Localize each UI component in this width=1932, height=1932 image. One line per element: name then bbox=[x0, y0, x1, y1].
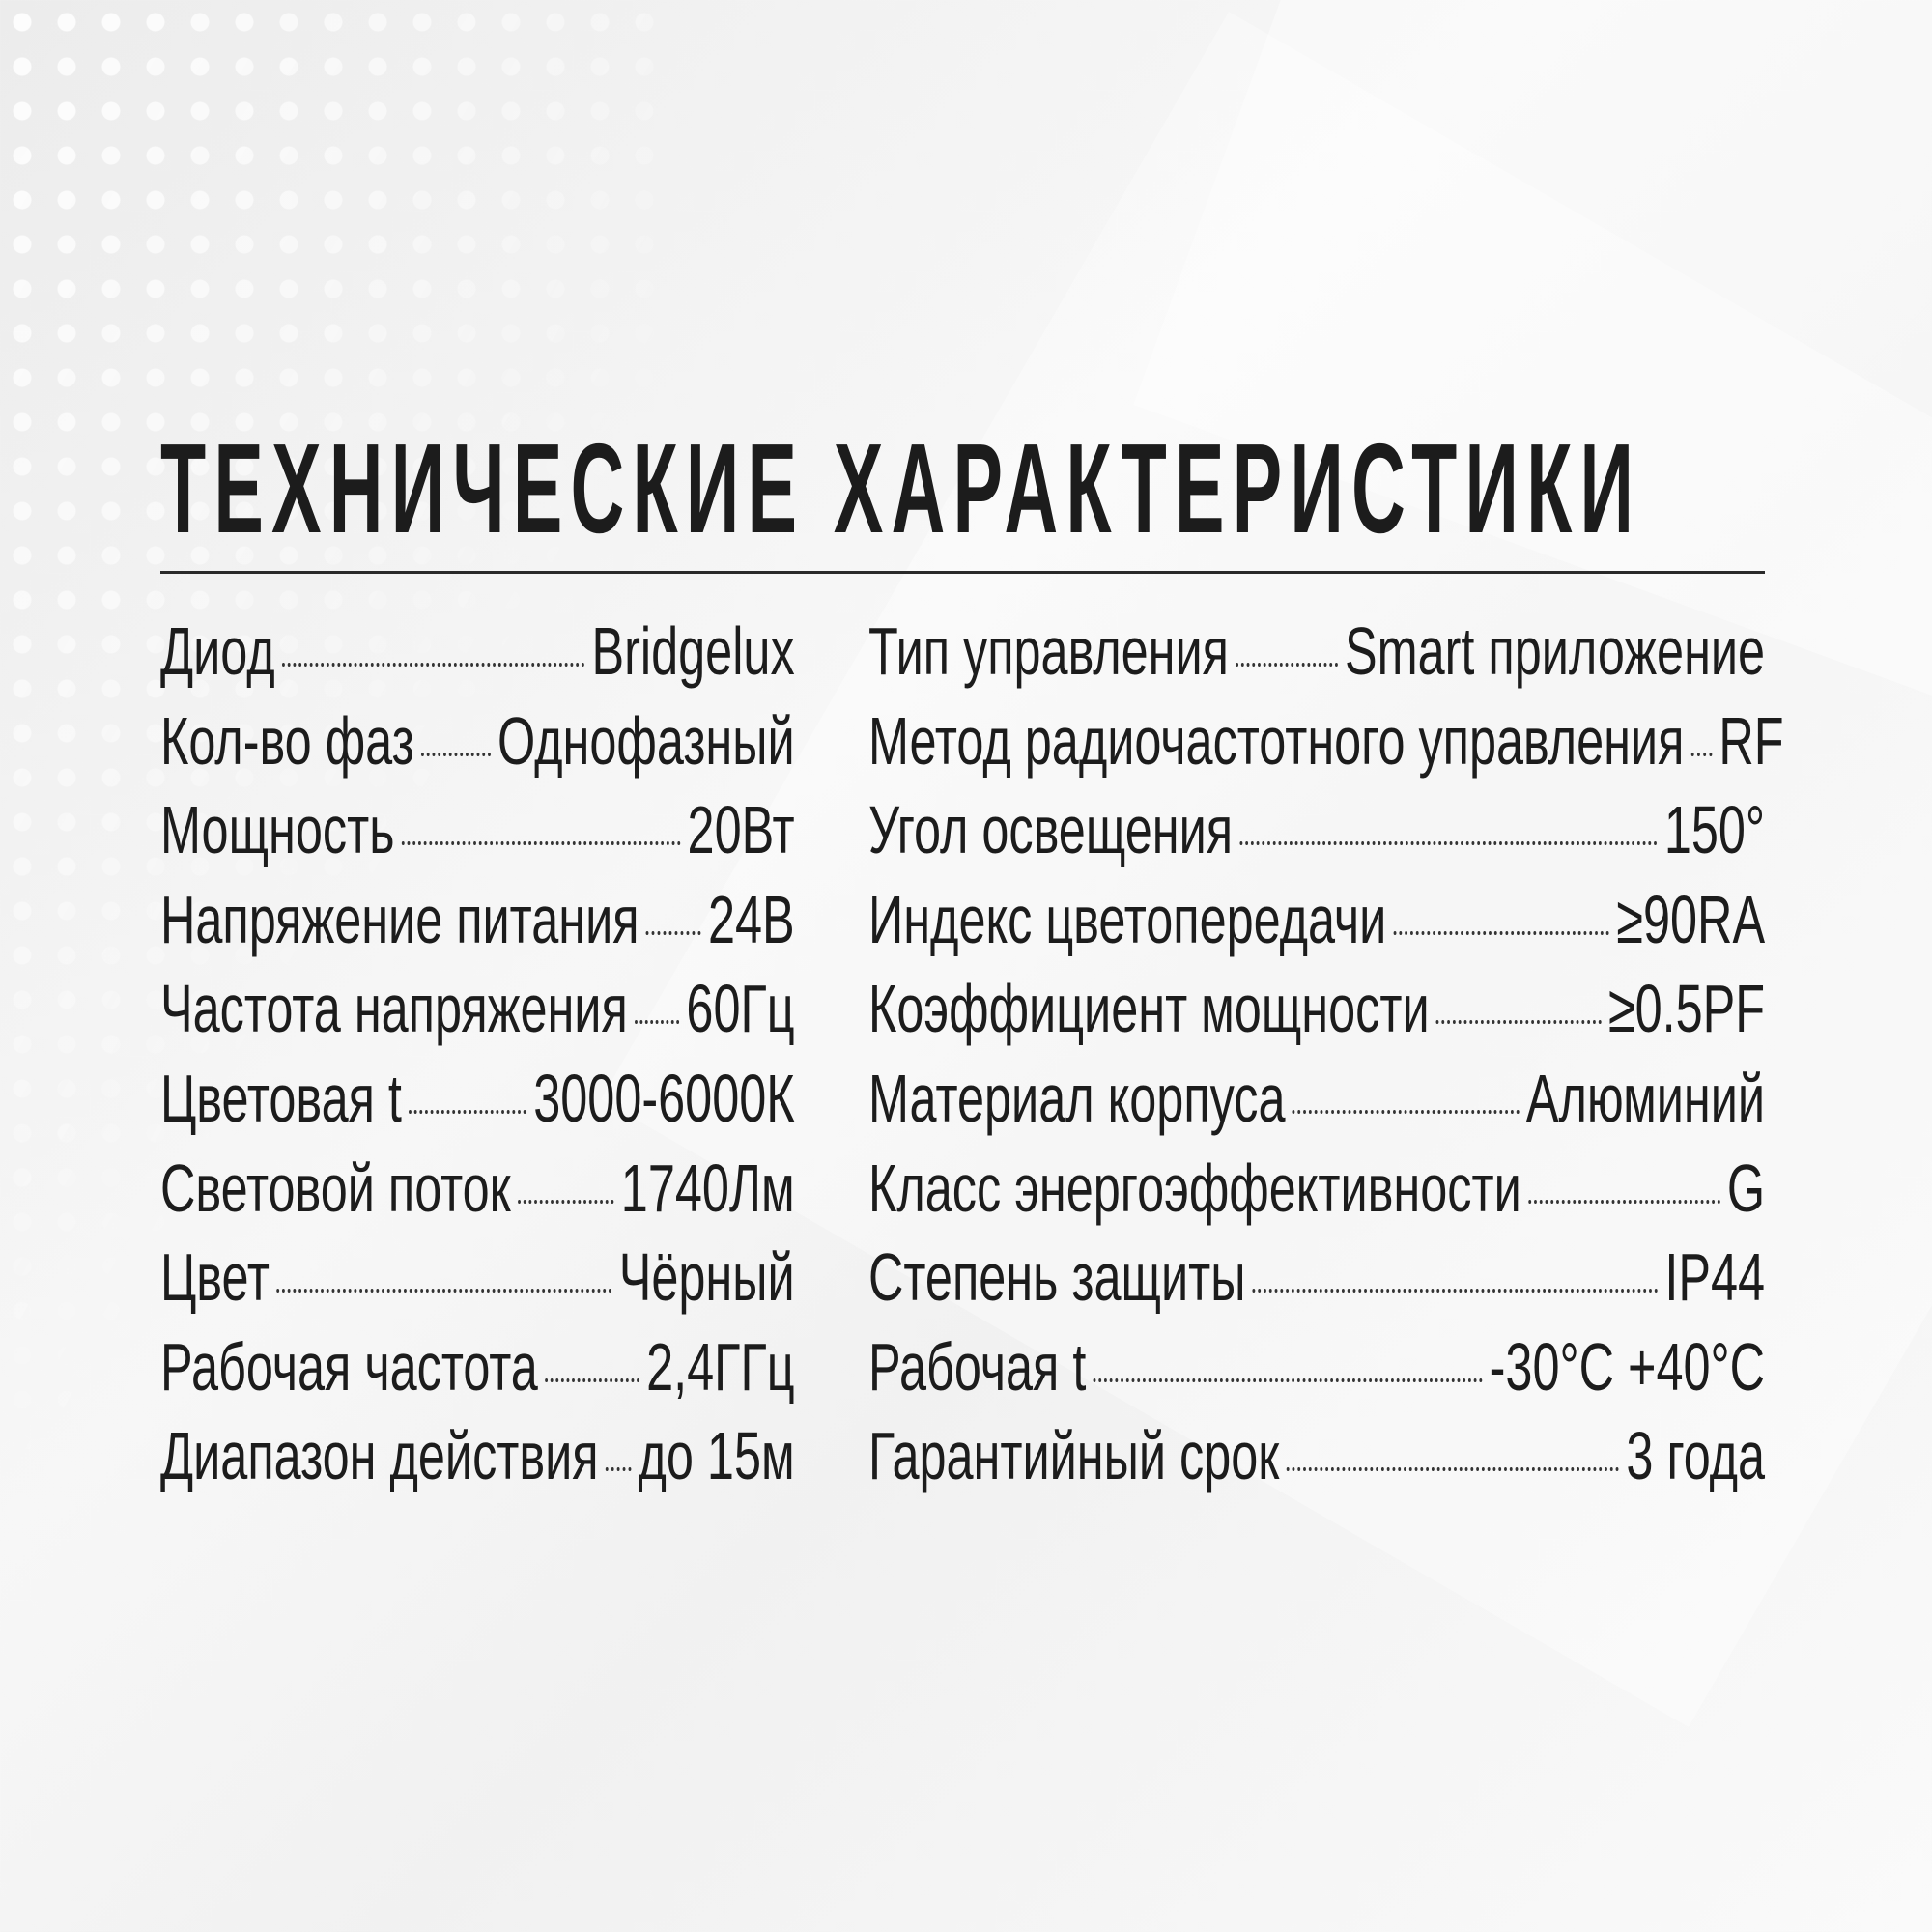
dot-leader bbox=[401, 841, 681, 846]
dot-leader bbox=[545, 1378, 639, 1382]
spec-row: Диапазон действия до 15м bbox=[160, 1411, 795, 1501]
spec-row: Кол-во фаз Однофазный bbox=[160, 696, 795, 786]
spec-value: 2,4ГГц bbox=[646, 1328, 795, 1405]
spec-row: Мощность 20Вт bbox=[160, 785, 795, 875]
dot-leader bbox=[1690, 752, 1713, 756]
spec-row: Цвет Чёрный bbox=[160, 1233, 795, 1322]
spec-label: Цвет bbox=[160, 1239, 270, 1316]
dot-leader bbox=[1239, 841, 1658, 846]
spec-row: Рабочая t -30°C +40°C bbox=[868, 1322, 1765, 1412]
specs-left-column: Диод Bridgelux Кол-во фаз Однофазный Мощност… bbox=[160, 607, 795, 1501]
spec-row: Тип управления Smart приложение bbox=[868, 607, 1765, 696]
spec-label: Гарантийный срок bbox=[868, 1418, 1280, 1494]
page-title: ТЕХНИЧЕСКИЕ ХАРАКТЕРИСТИКИ bbox=[160, 417, 1642, 559]
spec-label: Световой поток bbox=[160, 1150, 511, 1226]
spec-label: Материал корпуса bbox=[868, 1060, 1286, 1136]
spec-label: Индекс цветопередачи bbox=[868, 881, 1387, 957]
spec-value: 60Гц bbox=[686, 971, 795, 1047]
spec-label: Мощность bbox=[160, 792, 395, 868]
spec-row: Степень защиты IP44 bbox=[868, 1233, 1765, 1322]
spec-row: Коэффициент мощности ≥0.5PF bbox=[868, 964, 1765, 1054]
spec-value: Однофазный bbox=[497, 702, 795, 779]
spec-label: Степень защиты bbox=[868, 1239, 1246, 1316]
spec-row: Напряжение питания 24В bbox=[160, 875, 795, 965]
spec-value: 20Вт bbox=[687, 792, 795, 868]
spec-value: ≥0.5PF bbox=[1607, 971, 1766, 1047]
dot-leader bbox=[1527, 1199, 1720, 1204]
dot-leader bbox=[1435, 1020, 1602, 1025]
spec-label: Рабочая t bbox=[868, 1328, 1087, 1405]
spec-value: Bridgelux bbox=[591, 613, 795, 689]
spec-value: Smart приложение bbox=[1344, 613, 1766, 689]
spec-row: Гарантийный срок 3 года bbox=[868, 1411, 1765, 1501]
spec-value: G bbox=[1726, 1150, 1766, 1226]
spec-row: Угол освещения 150° bbox=[868, 785, 1765, 875]
spec-row: Класс энергоэффективности G bbox=[868, 1144, 1765, 1234]
spec-row: Диод Bridgelux bbox=[160, 607, 795, 696]
spec-row: Метод радиочастотного управления RF bbox=[868, 696, 1784, 786]
spec-row: Индекс цветопередачи ≥90RA bbox=[868, 875, 1765, 965]
dot-leader bbox=[1286, 1467, 1620, 1472]
spec-row: Частота напряжения 60Гц bbox=[160, 964, 795, 1054]
dot-leader bbox=[1093, 1378, 1483, 1382]
dot-pattern bbox=[0, 0, 676, 1449]
dot-leader bbox=[1292, 1109, 1520, 1114]
dot-leader bbox=[645, 930, 701, 935]
dot-leader bbox=[420, 752, 491, 756]
spec-row: Световой поток 1740Лм bbox=[160, 1144, 795, 1234]
spec-value: Чёрный bbox=[618, 1239, 795, 1316]
dot-leader bbox=[409, 1109, 527, 1114]
spec-value: ≥90RA bbox=[1616, 881, 1766, 957]
spec-label: Цветовая t bbox=[160, 1060, 402, 1136]
spec-value: до 15м bbox=[638, 1418, 795, 1494]
spec-label: Угол освещения bbox=[868, 792, 1234, 868]
spec-label: Тип управления bbox=[868, 613, 1229, 689]
dot-leader bbox=[276, 1289, 612, 1293]
spec-row: Материал корпуса Алюминий bbox=[868, 1054, 1765, 1144]
spec-value: IP44 bbox=[1664, 1239, 1766, 1316]
spec-label: Диод bbox=[160, 613, 275, 689]
spec-row: Цветовая t 3000-6000К bbox=[160, 1054, 795, 1144]
spec-value: 24В bbox=[707, 881, 795, 957]
dot-leader bbox=[1236, 663, 1338, 667]
dot-leader bbox=[281, 663, 585, 667]
spec-label: Частота напряжения bbox=[160, 971, 628, 1047]
spec-label: Метод радиочастотного управления bbox=[868, 702, 1685, 779]
spec-value: 150° bbox=[1663, 792, 1766, 868]
dot-leader bbox=[1252, 1289, 1659, 1293]
dot-leader bbox=[517, 1199, 614, 1204]
specs-right-column: Тип управления Smart приложение Метод ради… bbox=[868, 607, 1784, 1501]
spec-value: 3 года bbox=[1626, 1418, 1766, 1494]
spec-label: Рабочая частота bbox=[160, 1328, 538, 1405]
dot-leader bbox=[605, 1467, 632, 1472]
spec-label: Класс энергоэффективности bbox=[868, 1150, 1521, 1226]
spec-label: Диапазон действия bbox=[160, 1418, 599, 1494]
title-divider bbox=[160, 571, 1765, 574]
spec-value: -30°C +40°C bbox=[1489, 1328, 1766, 1405]
spec-value: 1740Лм bbox=[620, 1150, 795, 1226]
spec-label: Напряжение питания bbox=[160, 881, 639, 957]
spec-value: Алюминий bbox=[1525, 1060, 1766, 1136]
spec-label: Коэффициент мощности bbox=[868, 971, 1430, 1047]
dot-leader bbox=[1393, 930, 1610, 935]
spec-label: Кол-во фаз bbox=[160, 702, 414, 779]
spec-row: Рабочая частота 2,4ГГц bbox=[160, 1322, 795, 1412]
spec-value: 3000-6000К bbox=[533, 1060, 795, 1136]
dot-leader bbox=[634, 1020, 680, 1025]
spec-value: RF bbox=[1719, 702, 1784, 779]
